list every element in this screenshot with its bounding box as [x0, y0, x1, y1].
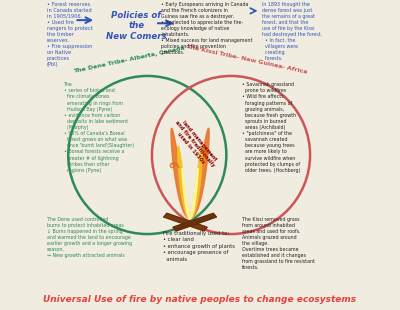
- Polygon shape: [173, 213, 216, 231]
- Text: • Forest reserves
in Canada started
in 1905/1906.
• Used fire
rangers to protect: • Forest reserves in Canada started in 1…: [46, 2, 92, 67]
- Text: Fire traditionally used to:
• clear land
• enhance growth of plants
• encourage : Fire traditionally used to: • clear land…: [163, 231, 235, 262]
- Text: land management
and fire traditionally
used in 1930s: land management and fire traditionally u…: [170, 116, 220, 172]
- Text: • Early Europeans arriving in Canada
and the French colonizers in
Guinea saw fir: • Early Europeans arriving in Canada and…: [161, 2, 253, 55]
- Text: • Savannah grassland
  prone to wildfires
• Wild fire affects
  foraging pattern: • Savannah grassland prone to wildfires …: [242, 82, 300, 173]
- Text: The Dene Tribe- Alberta, Canada: The Dene Tribe- Alberta, Canada: [73, 46, 185, 74]
- Polygon shape: [171, 128, 209, 219]
- Text: The Kissi Tribe- New Guinea- Africa: The Kissi Tribe- New Guinea- Africa: [186, 44, 308, 74]
- Text: Policies of
the
New Comers: Policies of the New Comers: [106, 11, 167, 41]
- Polygon shape: [178, 146, 202, 219]
- Polygon shape: [182, 168, 198, 219]
- Text: In 1893 thought the
dense forest was just
the remains of a great
forest, and tha: In 1893 thought the dense forest was jus…: [262, 2, 322, 60]
- Text: The Kissi removed grass
from around inhabited
areas and used for roofs.
Animals : The Kissi removed grass from around inha…: [242, 217, 315, 270]
- Polygon shape: [164, 213, 207, 231]
- Text: The Dene used controlled
burns to protect inhabited areas
↓ Burns happened in th: The Dene used controlled burns to protec…: [46, 217, 132, 258]
- Text: The
• series of biotas and
  fire climate zones
  emerating in rings from
  Huds: The • series of biotas and fire climate …: [64, 82, 134, 173]
- Text: Universal Use of fire by native peoples to change ecosystems: Universal Use of fire by native peoples …: [44, 295, 356, 304]
